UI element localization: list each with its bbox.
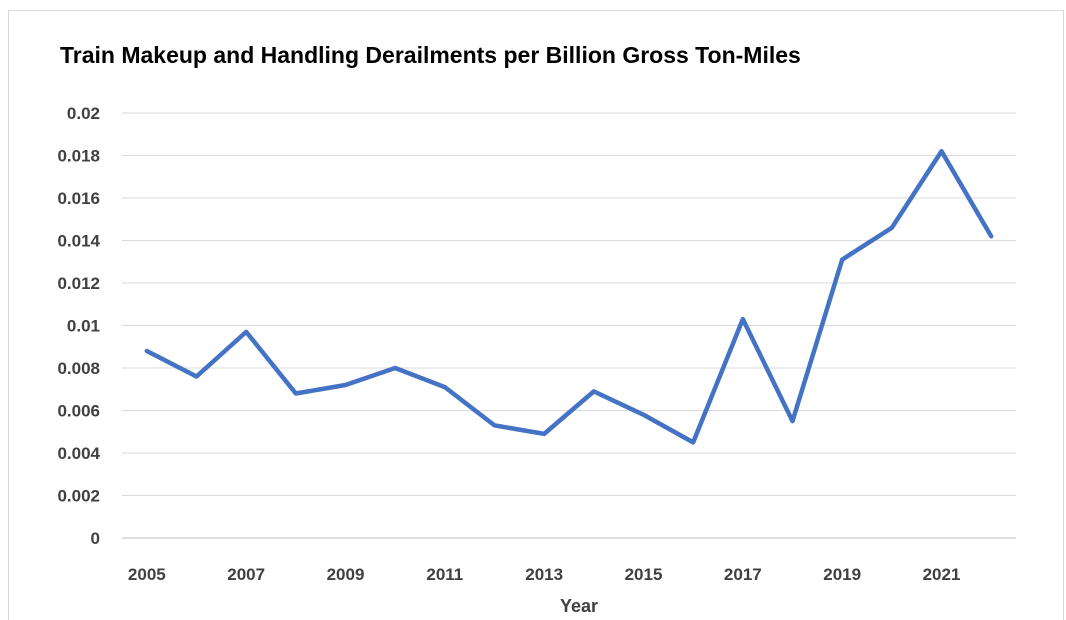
y-tick-label: 0.016 (57, 189, 100, 208)
x-tick-label: 2011 (426, 565, 463, 584)
y-tick-label: 0.008 (57, 359, 100, 378)
x-tick-label: 2021 (923, 565, 961, 584)
y-tick-label: 0.006 (57, 402, 100, 421)
y-tick-label: 0.014 (57, 232, 100, 251)
y-tick-label: 0.012 (57, 274, 100, 293)
y-tick-label: 0.004 (57, 444, 100, 463)
y-tick-label: 0.01 (67, 317, 100, 336)
chart-frame (8, 10, 1064, 620)
chart-title: Train Makeup and Handling Derailments pe… (60, 42, 801, 68)
x-tick-label: 2005 (128, 565, 166, 584)
x-tick-label: 2013 (525, 565, 563, 584)
x-tick-label: 2009 (327, 565, 365, 584)
x-tick-label: 2015 (625, 565, 663, 584)
y-tick-label: 0.002 (57, 487, 100, 506)
y-tick-label: 0.018 (57, 147, 100, 166)
x-tick-label: 2019 (823, 565, 861, 584)
x-axis-title: Year (560, 596, 598, 616)
y-axis-ticks: 0 0.002 0.004 0.006 0.008 0.01 0.012 0.014 0.016… (57, 104, 100, 548)
gridlines (122, 112, 1016, 539)
y-tick-label: 0 (91, 529, 100, 548)
x-tick-label: 2017 (724, 565, 762, 584)
series-line (144, 149, 994, 445)
y-tick-label: 0.02 (67, 104, 100, 123)
series-layer (144, 149, 994, 445)
x-axis-ticks: 2005 2007 2009 2011 2013 2015 2017 2019 2021 (128, 565, 960, 584)
x-tick-label: 2007 (227, 565, 265, 584)
